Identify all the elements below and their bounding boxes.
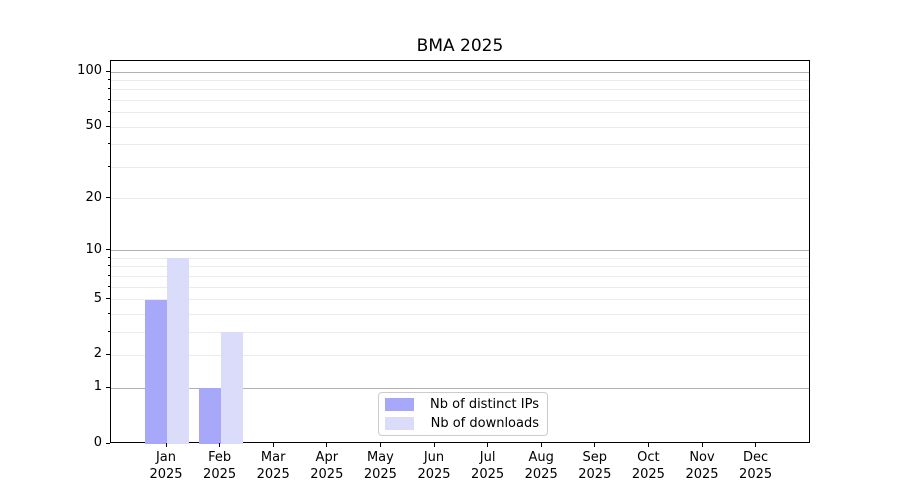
x-tick-mark-jun xyxy=(433,443,435,447)
legend-label-distinct-ips: Nb of distinct IPs xyxy=(430,397,539,413)
x-tick-mark-may xyxy=(379,443,381,447)
y-tick-label-100: 100 xyxy=(77,63,102,79)
x-tick-label-sep: Sep 2025 xyxy=(578,450,612,482)
gridline-major-10 xyxy=(111,250,809,252)
y-tick-label-0: 0 xyxy=(93,435,102,450)
y-minor-tick-mark-9 xyxy=(108,256,110,258)
x-tick-label-mar: Mar 2025 xyxy=(256,450,290,482)
y-tick-mark-100 xyxy=(106,70,110,72)
gridline-minor-50 xyxy=(111,126,809,128)
x-tick-mark-jul xyxy=(487,443,489,447)
legend: Nb of distinct IPs Nb of downloads xyxy=(378,392,548,436)
x-tick-label-jul: Jul 2025 xyxy=(471,450,505,482)
x-tick-mark-mar xyxy=(272,443,274,447)
gridline-minor-9 xyxy=(111,257,809,259)
gridline-minor-4 xyxy=(111,313,809,315)
y-tick-mark-20 xyxy=(106,197,110,199)
x-tick-mark-apr xyxy=(326,443,328,447)
gridline-minor-6 xyxy=(111,286,809,288)
x-tick-mark-sep xyxy=(594,443,596,447)
y-minor-tick-mark-6 xyxy=(108,285,110,287)
x-tick-mark-oct xyxy=(647,443,649,447)
legend-swatch-downloads xyxy=(385,416,414,430)
y-tick-mark-50 xyxy=(106,125,110,127)
gridline-minor-80 xyxy=(111,89,809,91)
x-tick-label-feb: Feb 2025 xyxy=(203,450,237,482)
gridline-minor-30 xyxy=(111,166,809,168)
gridline-minor-2 xyxy=(111,354,809,356)
gridline-major-1 xyxy=(111,387,809,389)
y-minor-tick-mark-30 xyxy=(108,165,110,167)
y-tick-mark-2 xyxy=(106,353,110,355)
gridline-minor-3 xyxy=(111,331,809,333)
bar-nb-of-downloads-feb xyxy=(220,332,243,444)
gridline-minor-90 xyxy=(111,80,809,82)
x-tick-mark-feb xyxy=(219,443,221,447)
legend-label-downloads: Nb of downloads xyxy=(430,415,539,431)
y-minor-tick-mark-70 xyxy=(108,99,110,101)
y-minor-tick-mark-3 xyxy=(108,330,110,332)
gridline-minor-5 xyxy=(111,299,809,301)
x-tick-mark-dec xyxy=(755,443,757,447)
y-tick-mark-0 xyxy=(106,442,110,444)
x-tick-label-may: May 2025 xyxy=(363,450,397,482)
y-minor-tick-mark-90 xyxy=(108,79,110,81)
plot-area xyxy=(110,60,810,444)
legend-item-downloads: Nb of downloads xyxy=(385,414,539,432)
gridline-minor-40 xyxy=(111,144,809,146)
x-tick-label-dec: Dec 2025 xyxy=(739,450,773,482)
gridline-major-100 xyxy=(111,71,809,73)
y-tick-label-10: 10 xyxy=(85,241,102,257)
x-tick-label-aug: Aug 2025 xyxy=(524,450,558,482)
x-tick-mark-nov xyxy=(701,443,703,447)
x-tick-mark-jan xyxy=(165,443,167,447)
y-tick-mark-10 xyxy=(106,249,110,251)
y-tick-label-20: 20 xyxy=(85,189,102,205)
x-tick-mark-aug xyxy=(540,443,542,447)
bar-nb-of-downloads-jan xyxy=(167,258,189,444)
x-tick-label-jan: Jan 2025 xyxy=(149,450,183,482)
chart-title: BMA 2025 xyxy=(416,36,504,56)
x-tick-label-oct: Oct 2025 xyxy=(631,450,665,482)
legend-item-distinct-ips: Nb of distinct IPs xyxy=(385,396,539,414)
y-tick-label-5: 5 xyxy=(93,290,102,306)
gridline-minor-60 xyxy=(111,112,809,114)
x-tick-label-apr: Apr 2025 xyxy=(310,450,344,482)
y-minor-tick-mark-60 xyxy=(108,111,110,113)
y-tick-label-2: 2 xyxy=(93,346,102,362)
x-tick-label-nov: Nov 2025 xyxy=(685,450,719,482)
legend-swatch-distinct-ips xyxy=(385,398,414,412)
y-minor-tick-mark-8 xyxy=(108,265,110,267)
gridline-minor-70 xyxy=(111,100,809,102)
y-minor-tick-mark-4 xyxy=(108,312,110,314)
gridline-minor-20 xyxy=(111,198,809,200)
bar-nb-of-distinct-ips-jan xyxy=(145,299,167,444)
y-minor-tick-mark-7 xyxy=(108,274,110,276)
y-minor-tick-mark-40 xyxy=(108,143,110,145)
y-tick-mark-5 xyxy=(106,298,110,300)
x-tick-label-jun: Jun 2025 xyxy=(417,450,451,482)
bar-nb-of-distinct-ips-feb xyxy=(198,388,221,444)
y-tick-label-1: 1 xyxy=(93,379,102,395)
gridline-minor-8 xyxy=(111,266,809,268)
gridline-minor-7 xyxy=(111,275,809,277)
y-tick-mark-1 xyxy=(106,386,110,388)
y-tick-label-50: 50 xyxy=(85,118,102,134)
y-minor-tick-mark-80 xyxy=(108,88,110,90)
